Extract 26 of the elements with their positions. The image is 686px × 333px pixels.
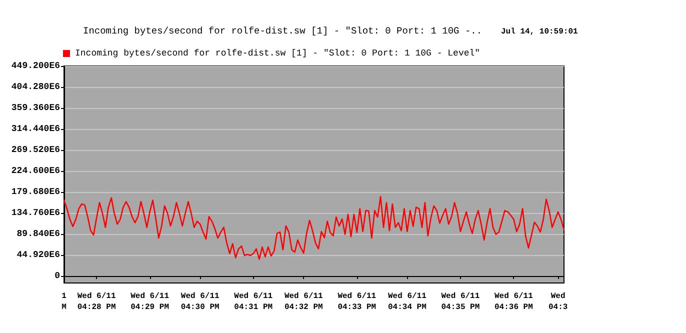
x-tick-label: Wed 6/11 04:35 PM [441, 292, 480, 312]
y-tick-label: 359.360E6 [11, 103, 60, 113]
text: Jul 14, 10:59:01 [501, 28, 578, 36]
y-tick-label: 404.280E6 [11, 82, 60, 92]
x-tick-label: Wed 6/11 04:29 PM [130, 292, 170, 312]
y-tick-label: 0 [54, 270, 60, 281]
y-tick-label: 449.200E6 [11, 61, 60, 71]
y-tick-label: 44.920E6 [16, 250, 60, 260]
x-tick-label: Wed 6/11 04:34 PM [388, 292, 427, 312]
legend-label: Incoming bytes/second for rolfe-dist.sw [1] - "Slot: 0 Port: 1 10G - Level" [75, 48, 480, 58]
x-tick-label: Wed 6/11 04:30 PM [180, 292, 220, 312]
y-tick-label: 314.440E6 [11, 124, 60, 134]
x-tick-label: Wed 04:3 [548, 292, 568, 312]
x-tick-label: 1 M [62, 292, 67, 312]
y-tick-label: 224.600E6 [11, 166, 60, 176]
y-tick-label: 134.760E6 [11, 208, 60, 218]
x-tick-label: Wed 6/11 04:31 PM [234, 292, 273, 312]
x-tick-label: Wed 6/11 04:33 PM [338, 292, 376, 312]
line-series [63, 196, 565, 260]
x-tick-label: Wed 6/11 04:32 PM [284, 292, 324, 312]
y-tick-label: 89.840E6 [16, 228, 60, 239]
y-tick-label: 179.680E6 [11, 186, 60, 197]
chart-title: Incoming bytes/second for rolfe-dist.sw [1] - "Slot: 0 Port: 1 10G -.. [83, 26, 482, 36]
x-tick-label: Wed 6/11 04:28 PM [77, 292, 116, 312]
x-tick-label: Wed 6/11 04:36 PM [494, 292, 534, 312]
y-tick-label: 269.520E6 [11, 144, 60, 155]
